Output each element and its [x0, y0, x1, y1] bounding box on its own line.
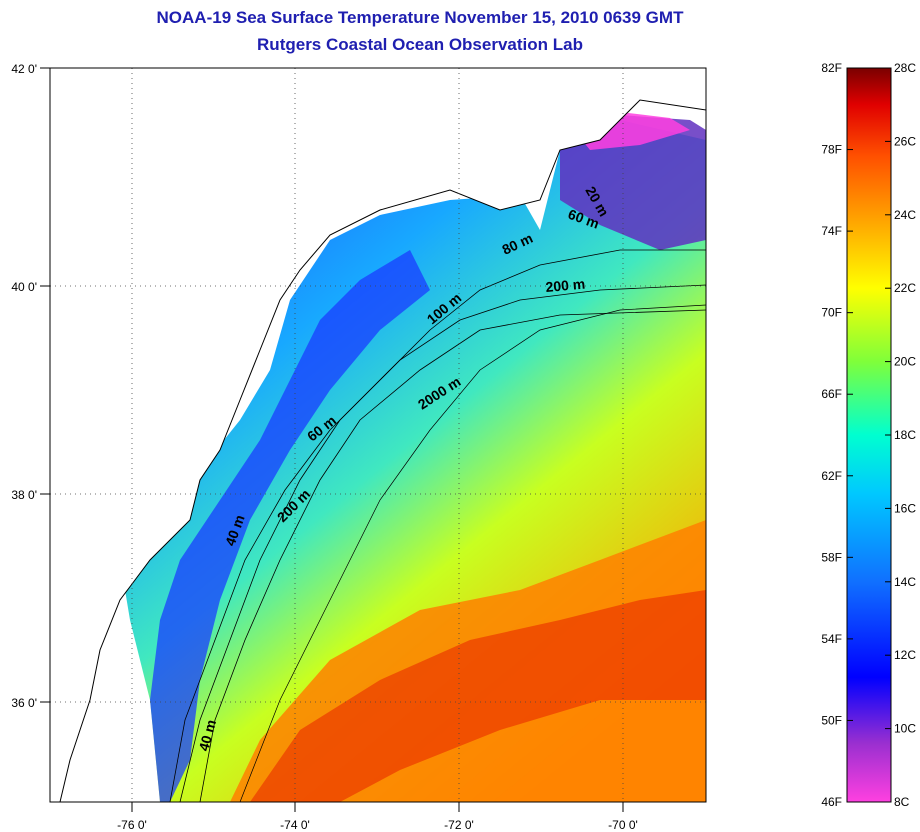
y-tick-label: 40 0'	[11, 280, 37, 294]
colorbar-c-label: 26C	[894, 134, 916, 148]
colorbar-f-label: 82F	[821, 61, 842, 75]
colorbar-c-label: 22C	[894, 281, 916, 295]
colorbar-f-label: 50F	[821, 713, 842, 727]
colorbar-c-label: 10C	[894, 722, 916, 736]
colorbar-c-label: 20C	[894, 355, 916, 369]
axis-ticks	[40, 67, 624, 812]
map-subtitle: Rutgers Coastal Ocean Observation Lab	[257, 35, 583, 54]
colorbar-f-label: 70F	[821, 306, 842, 320]
colorbar-f-label: 58F	[821, 550, 842, 564]
contour-label: 40 m	[195, 718, 219, 753]
colorbar-f-label: 46F	[821, 795, 842, 809]
colorbar-f-label: 54F	[821, 632, 842, 646]
y-tick-label: 42 0'	[11, 62, 37, 76]
x-tick-label: -70 0'	[608, 818, 638, 832]
colorbar-f-label: 66F	[821, 387, 842, 401]
colorbar-c-label: 14C	[894, 575, 916, 589]
colorbar-f-label: 62F	[821, 469, 842, 483]
x-tick-label: -76 0'	[117, 818, 147, 832]
plot-frame	[49, 67, 707, 803]
y-tick-label: 36 0'	[11, 696, 37, 710]
colorbar-celsius-labels: 28C 26C 24C 22C 20C 18C 16C 14C 12C 10C 8C	[894, 61, 916, 809]
colorbar-c-label: 18C	[894, 428, 916, 442]
colorbar	[846, 67, 892, 803]
colorbar-c-label: 24C	[894, 208, 916, 222]
sst-image	[50, 68, 706, 802]
colorbar-c-label: 16C	[894, 501, 916, 515]
colorbar-c-label: 12C	[894, 648, 916, 662]
contour-label: 200 m	[545, 276, 586, 295]
x-tick-label: -74 0'	[280, 818, 310, 832]
map-title: NOAA-19 Sea Surface Temperature November…	[156, 8, 684, 27]
colorbar-c-label: 8C	[894, 795, 910, 809]
y-tick-label: 38 0'	[11, 488, 37, 502]
colorbar-ticks	[847, 67, 891, 803]
colorbar-f-label: 74F	[821, 224, 842, 238]
colorbar-fahrenheit-labels: 82F 78F 74F 70F 66F 62F 58F 54F 50F 46F	[821, 61, 842, 809]
x-tick-label: -72 0'	[444, 818, 474, 832]
colorbar-c-label: 28C	[894, 61, 916, 75]
colorbar-f-label: 78F	[821, 143, 842, 157]
